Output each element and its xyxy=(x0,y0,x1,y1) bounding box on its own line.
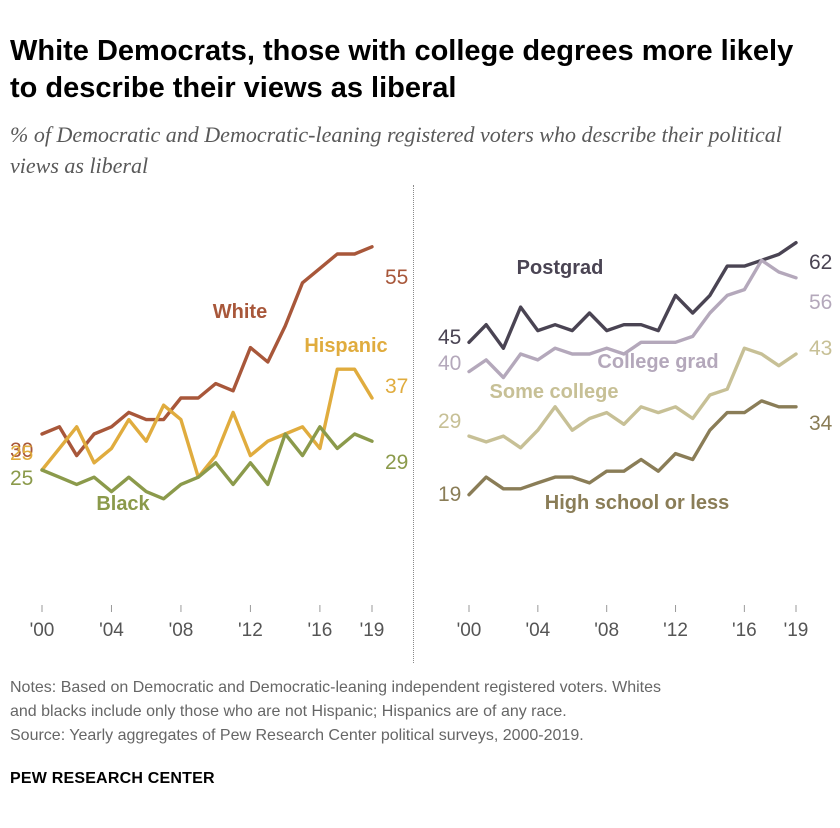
source-line: Source: Yearly aggregates of Pew Researc… xyxy=(10,727,584,744)
series-line-hispanic xyxy=(40,367,374,479)
x-tick-label: '12 xyxy=(663,620,688,641)
series-label-hispanic: Hispanic xyxy=(304,335,387,357)
chart-education: '00 '04 '08 '12 '16 '19 Postgrad 45 62 College gr… xyxy=(438,241,833,641)
start-value-college-grad: 40 xyxy=(438,352,461,375)
end-value-black: 29 xyxy=(385,451,408,474)
end-value-high-school-or-less: 34 xyxy=(809,412,833,435)
series-label-high-school-or-less: High school or less xyxy=(545,492,729,514)
series-line-postgrad xyxy=(467,241,798,350)
panel-divider xyxy=(413,185,414,663)
end-value-postgrad: 62 xyxy=(809,251,832,274)
end-value-college-grad: 56 xyxy=(809,291,832,314)
x-tick-label: '19 xyxy=(360,620,385,641)
notes-line-1: Notes: Based on Democratic and Democrati… xyxy=(10,679,661,696)
end-value-hispanic: 37 xyxy=(385,375,408,398)
series-label-some-college: Some college xyxy=(490,381,619,403)
series-line-high-school-or-less xyxy=(467,399,798,497)
x-tick-label: '04 xyxy=(525,620,550,641)
series-label-postgrad: Postgrad xyxy=(517,257,604,279)
x-tick-label: '08 xyxy=(169,620,194,641)
x-tick-label: '16 xyxy=(732,620,757,641)
start-value-high-school-or-less: 19 xyxy=(438,483,461,506)
series-line-some-college xyxy=(467,346,798,450)
pew-logo-text: PEW RESEARCH CENTER xyxy=(10,770,215,787)
x-tick-label: '00 xyxy=(457,620,482,641)
start-value-postgrad: 45 xyxy=(438,326,461,349)
start-value-some-college: 29 xyxy=(438,410,461,433)
notes-line-2: and blacks include only those who are no… xyxy=(10,703,567,720)
notes-block: Notes: Based on Democratic and Democrati… xyxy=(10,676,825,748)
x-tick-label: '12 xyxy=(238,620,263,641)
chart-subtitle: % of Democratic and Democratic-leaning r… xyxy=(10,122,782,178)
series-line-white xyxy=(40,245,374,458)
end-value-some-college: 43 xyxy=(809,337,832,360)
chart-title: White Democrats, those with college degr… xyxy=(10,35,794,104)
series-label-college-grad: College grad xyxy=(597,351,718,373)
series-label-black: Black xyxy=(96,493,150,515)
x-tick-label: '00 xyxy=(30,620,55,641)
start-value-hispanic: 25 xyxy=(10,442,33,465)
start-value-black: 25 xyxy=(10,467,33,490)
x-tick-label: '04 xyxy=(99,620,124,641)
end-value-white: 55 xyxy=(385,266,408,289)
x-tick-label: '08 xyxy=(594,620,619,641)
chart-race: '00 '04 '08 '12 '16 '19 White 30 55 Hispanic 25 37 B… xyxy=(10,245,408,641)
series-line-college-grad xyxy=(467,258,798,380)
series-label-white: White xyxy=(213,301,267,323)
series-line-black xyxy=(40,425,374,501)
x-tick-label: '19 xyxy=(784,620,809,641)
start-value-white: 30 xyxy=(10,439,33,462)
x-tick-label: '16 xyxy=(308,620,333,641)
